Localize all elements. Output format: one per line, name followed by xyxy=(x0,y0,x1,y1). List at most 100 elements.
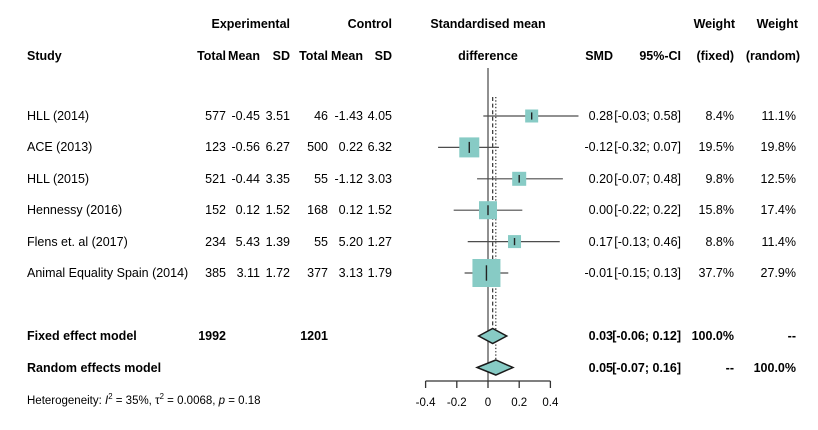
summary-ctl-total: 1201 xyxy=(300,329,328,343)
ci-value: [-0.13; 0.46] xyxy=(614,234,681,249)
header-ctl-sd: SD xyxy=(374,49,392,63)
smd-value: 0.17 xyxy=(588,234,613,249)
ctl-total: 55 xyxy=(314,171,328,186)
weight-random-value: 19.8% xyxy=(760,140,796,155)
study-label: HLL (2014) xyxy=(27,109,90,123)
exp-sd: 1.39 xyxy=(265,234,290,249)
header-exp-mean: Mean xyxy=(228,49,260,63)
summary-weight-random: -- xyxy=(787,329,796,343)
header-plot-title-line1: Standardised mean xyxy=(430,17,546,31)
exp-sd: 6.27 xyxy=(265,140,290,155)
ctl-total: 168 xyxy=(307,203,328,218)
exp-sd: 3.51 xyxy=(265,109,290,123)
weight-fixed-value: 8.8% xyxy=(705,234,735,249)
heterogeneity-seg1: = 35%, xyxy=(112,394,156,407)
weight-fixed-value: 19.5% xyxy=(698,140,734,155)
ctl-sd: 3.03 xyxy=(367,171,392,186)
x-axis-tick-label: 0 xyxy=(485,397,491,409)
smd-value: 0.28 xyxy=(588,109,613,123)
ci-value: [-0.07; 0.48] xyxy=(614,171,681,186)
summary-weight-random: 100.0% xyxy=(753,360,796,375)
exp-total: 521 xyxy=(205,171,226,186)
heterogeneity-prefix: Heterogeneity: xyxy=(27,394,105,407)
exp-mean: 0.12 xyxy=(235,203,260,218)
smd-value: 0.20 xyxy=(588,171,613,186)
exp-total: 123 xyxy=(205,140,226,155)
header-weight-fixed-line1: Weight xyxy=(693,17,735,31)
header-exp-sd: SD xyxy=(272,49,290,63)
ctl-sd: 1.52 xyxy=(367,203,392,218)
exp-sd: 3.35 xyxy=(265,171,290,186)
ctl-mean: 3.13 xyxy=(338,266,363,280)
weight-fixed-value: 9.8% xyxy=(705,171,735,186)
ctl-sd: 4.05 xyxy=(367,109,392,123)
study-label: Hennessy (2016) xyxy=(27,203,123,218)
weight-random-value: 27.9% xyxy=(760,266,796,280)
exp-sd: 1.52 xyxy=(265,203,290,218)
ctl-mean: -1.43 xyxy=(334,109,364,123)
exp-total: 577 xyxy=(205,109,226,123)
ci-value: [-0.03; 0.58] xyxy=(614,109,681,123)
ctl-total: 55 xyxy=(314,234,328,249)
exp-mean: -0.56 xyxy=(231,140,261,155)
x-axis-tick-label: -0.4 xyxy=(416,397,436,409)
header-ctl-mean: Mean xyxy=(331,49,363,63)
exp-mean: -0.45 xyxy=(231,109,261,123)
ctl-mean: 5.20 xyxy=(338,234,363,249)
heterogeneity-seg3: = 0.18 xyxy=(225,394,261,407)
weight-random-value: 12.5% xyxy=(760,171,796,186)
header-study: Study xyxy=(27,49,62,63)
header-weight-random-line1: Weight xyxy=(756,17,798,31)
tau-squared-symbol: τ xyxy=(155,394,160,407)
header-weight-random-line2: (random) xyxy=(745,49,800,63)
exp-mean: 3.11 xyxy=(236,266,260,280)
header-group-control: Control xyxy=(347,17,392,31)
ctl-mean: -1.12 xyxy=(334,171,364,186)
tau-squared-exponent: 2 xyxy=(159,392,164,401)
heterogeneity-seg2: = 0.0068, xyxy=(163,394,219,407)
header-ctl-total: Total xyxy=(299,49,328,63)
summary-weight-fixed: -- xyxy=(725,360,734,375)
weight-random-value: 11.1% xyxy=(761,109,796,123)
pooled-diamond xyxy=(477,327,509,345)
i-squared-exponent: 2 xyxy=(108,392,113,401)
exp-sd: 1.72 xyxy=(265,266,290,280)
ctl-sd: 6.32 xyxy=(367,140,392,155)
summary-smd-value: 0.05 xyxy=(588,360,613,375)
ctl-sd: 1.79 xyxy=(367,266,392,280)
pooled-diamond xyxy=(475,359,515,376)
ctl-total: 500 xyxy=(307,140,328,155)
i-squared-symbol: I xyxy=(105,394,109,407)
header-exp-total: Total xyxy=(197,49,226,63)
study-label: HLL (2015) xyxy=(27,171,90,186)
header-weight-fixed-line2: (fixed) xyxy=(696,49,735,63)
summary-label: Random effects model xyxy=(27,360,162,375)
x-axis-tick-label: -0.2 xyxy=(447,397,467,409)
exp-total: 385 xyxy=(205,266,226,280)
ci-value: [-0.15; 0.13] xyxy=(614,266,681,280)
ctl-mean: 0.22 xyxy=(338,140,363,155)
heterogeneity-note: Heterogeneity: I2 = 35%, τ2 = 0.0068, p … xyxy=(27,389,261,407)
ctl-mean: 0.12 xyxy=(338,203,363,218)
x-axis-tick-label: 0.2 xyxy=(511,397,527,409)
ci-value: [-0.22; 0.22] xyxy=(614,203,681,218)
study-label: ACE (2013) xyxy=(27,140,93,155)
study-label: Flens et. al (2017) xyxy=(27,234,128,249)
summary-weight-fixed: 100.0% xyxy=(691,329,734,343)
x-axis-tick-label: 0.4 xyxy=(542,397,559,409)
ci-value: [-0.32; 0.07] xyxy=(614,140,681,155)
weight-fixed-value: 37.7% xyxy=(698,266,734,280)
header-group-experimental: Experimental xyxy=(211,17,290,31)
summary-label: Fixed effect model xyxy=(27,329,137,343)
weight-random-value: 17.4% xyxy=(760,203,796,218)
weight-fixed-value: 8.4% xyxy=(705,109,735,123)
header-ci: 95%-CI xyxy=(639,49,681,63)
summary-exp-total: 1992 xyxy=(198,329,226,343)
weight-random-value: 11.4% xyxy=(761,234,796,249)
smd-value: -0.12 xyxy=(584,140,614,155)
summary-smd-value: 0.03 xyxy=(588,329,613,343)
smd-value: -0.01 xyxy=(584,266,614,280)
exp-total: 234 xyxy=(205,234,226,249)
